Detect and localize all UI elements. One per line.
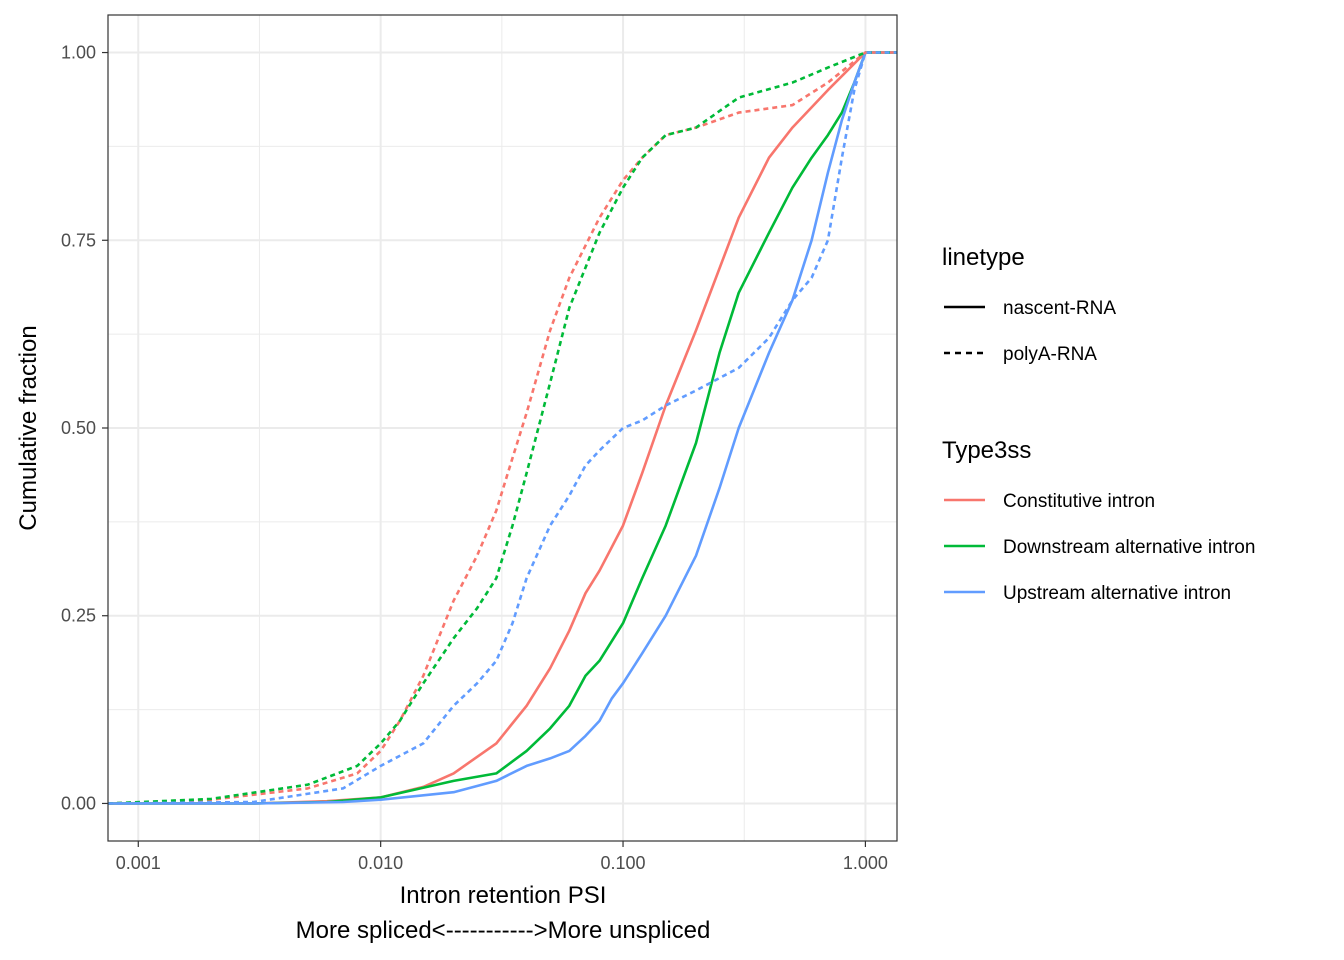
legend-linetype: linetype nascent-RNA polyA-RNA — [942, 244, 1116, 365]
x-tick-label: 0.010 — [358, 853, 403, 873]
x-tick-label: 1.000 — [843, 853, 888, 873]
series-line-upstream-alternative-intron-nascent-rna — [108, 51, 897, 805]
series-lines — [107, 51, 897, 805]
legend-linetype-title: linetype — [942, 244, 1025, 271]
y-tick-label: 0.00 — [61, 793, 96, 813]
x-axis-subtitle: More spliced<----------->More unspliced — [296, 917, 711, 944]
x-tick-label: 0.100 — [601, 853, 646, 873]
axis-ticks — [102, 51, 867, 847]
tick-labels: 0.001 0.010 0.100 1.000 0.00 0.25 0.50 0.75 1.00 — [61, 43, 888, 873]
series-line-downstream-alternative-intron-nascent-rna — [108, 51, 897, 805]
y-tick-label: 0.25 — [61, 606, 96, 626]
series-line-constitutive-intron-polya-rna — [107, 51, 897, 805]
legend-label-upstream: Upstream alternative intron — [1003, 583, 1231, 604]
legend-type3ss-title: Type3ss — [942, 437, 1031, 464]
series-line-upstream-alternative-intron-polya-rna — [107, 51, 897, 805]
y-tick-label: 1.00 — [61, 43, 96, 63]
x-tick-label: 0.001 — [116, 853, 161, 873]
x-axis-title: Intron retention PSI — [400, 882, 607, 909]
legend-label-nascent-rna: nascent-RNA — [1003, 298, 1116, 319]
series-line-downstream-alternative-intron-polya-rna — [107, 51, 897, 805]
legend-label-polya-rna: polyA-RNA — [1003, 344, 1097, 365]
y-tick-label: 0.75 — [61, 230, 96, 250]
legend-type3ss: Type3ss Constitutive intron Downstream a… — [942, 437, 1255, 604]
legend-label-downstream: Downstream alternative intron — [1003, 537, 1255, 558]
y-tick-label: 0.50 — [61, 418, 96, 438]
legend-label-constitutive: Constitutive intron — [1003, 491, 1155, 512]
y-axis-title: Cumulative fraction — [15, 325, 42, 530]
